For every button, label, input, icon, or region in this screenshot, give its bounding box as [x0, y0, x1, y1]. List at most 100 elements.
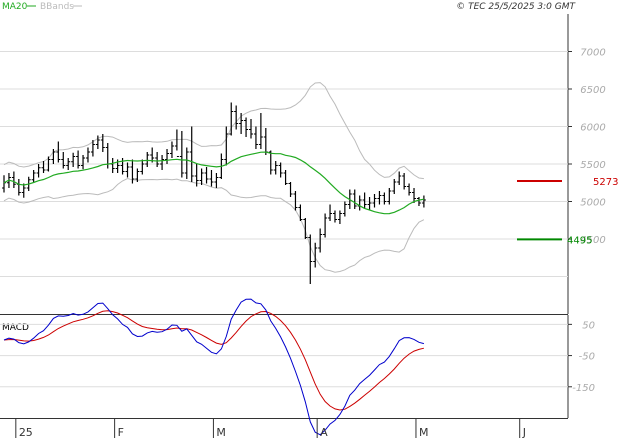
- ohlc-bar: [293, 191, 298, 211]
- bollinger-lower: [3, 177, 425, 273]
- price-y-tick-label: 5000: [580, 198, 605, 209]
- x-axis-label: M: [419, 426, 429, 439]
- ohlc-bar: [253, 126, 258, 149]
- x-axis-label: 25: [19, 426, 33, 439]
- macd-line: [3, 298, 425, 436]
- ohlc-bar: [288, 182, 293, 197]
- macd-title: MACD: [2, 323, 29, 333]
- price-y-tick-label: 5500: [580, 160, 605, 171]
- ma20-line: [3, 151, 425, 215]
- ohlc-bar: [273, 161, 278, 175]
- ohlc-bar: [110, 158, 115, 173]
- x-axis-label: A: [320, 426, 328, 439]
- ohlc-bar: [140, 159, 145, 175]
- ohlc-bar: [71, 152, 76, 167]
- ohlc-bar: [11, 171, 16, 188]
- support-label: 4495: [567, 235, 592, 246]
- ohlc-bar: [150, 147, 155, 163]
- ohlc-bar: [323, 213, 328, 238]
- macd-y-tick-label: -50: [579, 352, 595, 363]
- ohlc-bar: [81, 155, 86, 170]
- ohlc-bar: [41, 161, 46, 173]
- ohlc-bar: [61, 152, 66, 169]
- ohlc-bar: [2, 175, 6, 193]
- ohlc-bar: [402, 173, 407, 190]
- legend-bbands: BBands: [40, 2, 74, 12]
- ohlc-bar: [332, 210, 337, 223]
- ohlc-bar: [377, 191, 382, 205]
- resistance-label: 5273: [593, 177, 618, 188]
- ohlc-bar: [249, 119, 253, 139]
- axis-ticks: 4500 5000 5500 6000 6500 7000 50 -50 -150 25 F M A M J: [15, 48, 606, 439]
- macd-lines: [3, 298, 425, 436]
- bollinger-bands: [3, 82, 425, 273]
- macd-y-tick-label: 50: [582, 320, 595, 331]
- ohlc-bar: [407, 183, 412, 196]
- ohlc-bar: [278, 162, 283, 178]
- grid: [0, 51, 568, 388]
- macd-signal-line: [3, 310, 425, 411]
- copyright-text: © TEC 25/5/2025 3:0 GMT: [456, 2, 576, 12]
- price-markers: 5273 4495: [517, 177, 618, 246]
- ohlc-bar: [263, 128, 268, 155]
- ohlc-bar: [21, 183, 26, 198]
- ohlc-bar: [268, 150, 273, 175]
- ohlc-bar: [328, 204, 333, 221]
- legend-ma20: MA20: [2, 2, 28, 12]
- bollinger-upper: [3, 82, 424, 180]
- price-y-tick-label: 6500: [580, 85, 605, 96]
- ohlc-bar: [145, 152, 150, 167]
- ohlc-bar: [66, 158, 71, 170]
- ohlc-bar: [258, 113, 263, 149]
- ma20-polyline: [3, 151, 425, 215]
- ohlc-bar: [303, 218, 308, 239]
- macd-y-tick-label: -150: [572, 383, 595, 394]
- ohlc-bar: [56, 141, 61, 163]
- ohlc-bar: [367, 197, 372, 211]
- price-bars: [2, 102, 426, 284]
- ohlc-bar: [90, 140, 95, 157]
- ohlc-bar: [352, 189, 357, 209]
- ohlc-bar: [298, 204, 303, 221]
- ohlc-bar: [362, 192, 367, 209]
- ohlc-bar: [179, 131, 184, 178]
- ohlc-bar: [194, 164, 199, 187]
- ohlc-bar: [155, 152, 160, 167]
- ohlc-bar: [189, 126, 194, 182]
- ohlc-bar: [229, 102, 234, 136]
- ohlc-bar: [214, 173, 219, 188]
- x-axis-label: J: [522, 426, 526, 439]
- ohlc-bar: [244, 117, 249, 137]
- ohlc-bar: [76, 150, 81, 169]
- ohlc-bar: [174, 129, 179, 157]
- ohlc-bar: [342, 201, 347, 217]
- price-y-tick-label: 4500: [580, 235, 605, 246]
- ohlc-bar: [234, 105, 239, 130]
- ohlc-bar: [357, 195, 362, 211]
- ohlc-bar: [130, 159, 135, 184]
- ohlc-bar: [283, 170, 288, 185]
- ohlc-bar: [313, 242, 318, 268]
- ohlc-bar: [135, 168, 140, 182]
- ohlc-bar: [184, 147, 189, 179]
- ohlc-bar: [125, 162, 130, 178]
- ohlc-bar: [412, 188, 417, 203]
- ohlc-bar: [51, 149, 56, 164]
- ohlc-bar: [165, 149, 170, 164]
- ohlc-bar: [392, 179, 397, 194]
- ohlc-bar: [100, 134, 105, 152]
- ohlc-bar: [31, 170, 36, 183]
- ohlc-bar: [36, 164, 41, 178]
- ohlc-bar: [209, 170, 214, 187]
- ohlc-bar: [308, 234, 313, 284]
- ohlc-bar: [416, 197, 421, 206]
- ohlc-bar: [387, 188, 392, 205]
- price-y-tick-label: 6000: [580, 123, 605, 134]
- x-axis-label: F: [118, 426, 124, 439]
- ohlc-bar: [421, 195, 426, 208]
- ohlc-bar: [199, 168, 204, 185]
- ohlc-bar: [204, 167, 209, 184]
- ohlc-bar: [224, 126, 229, 166]
- ohlc-bar: [239, 113, 244, 134]
